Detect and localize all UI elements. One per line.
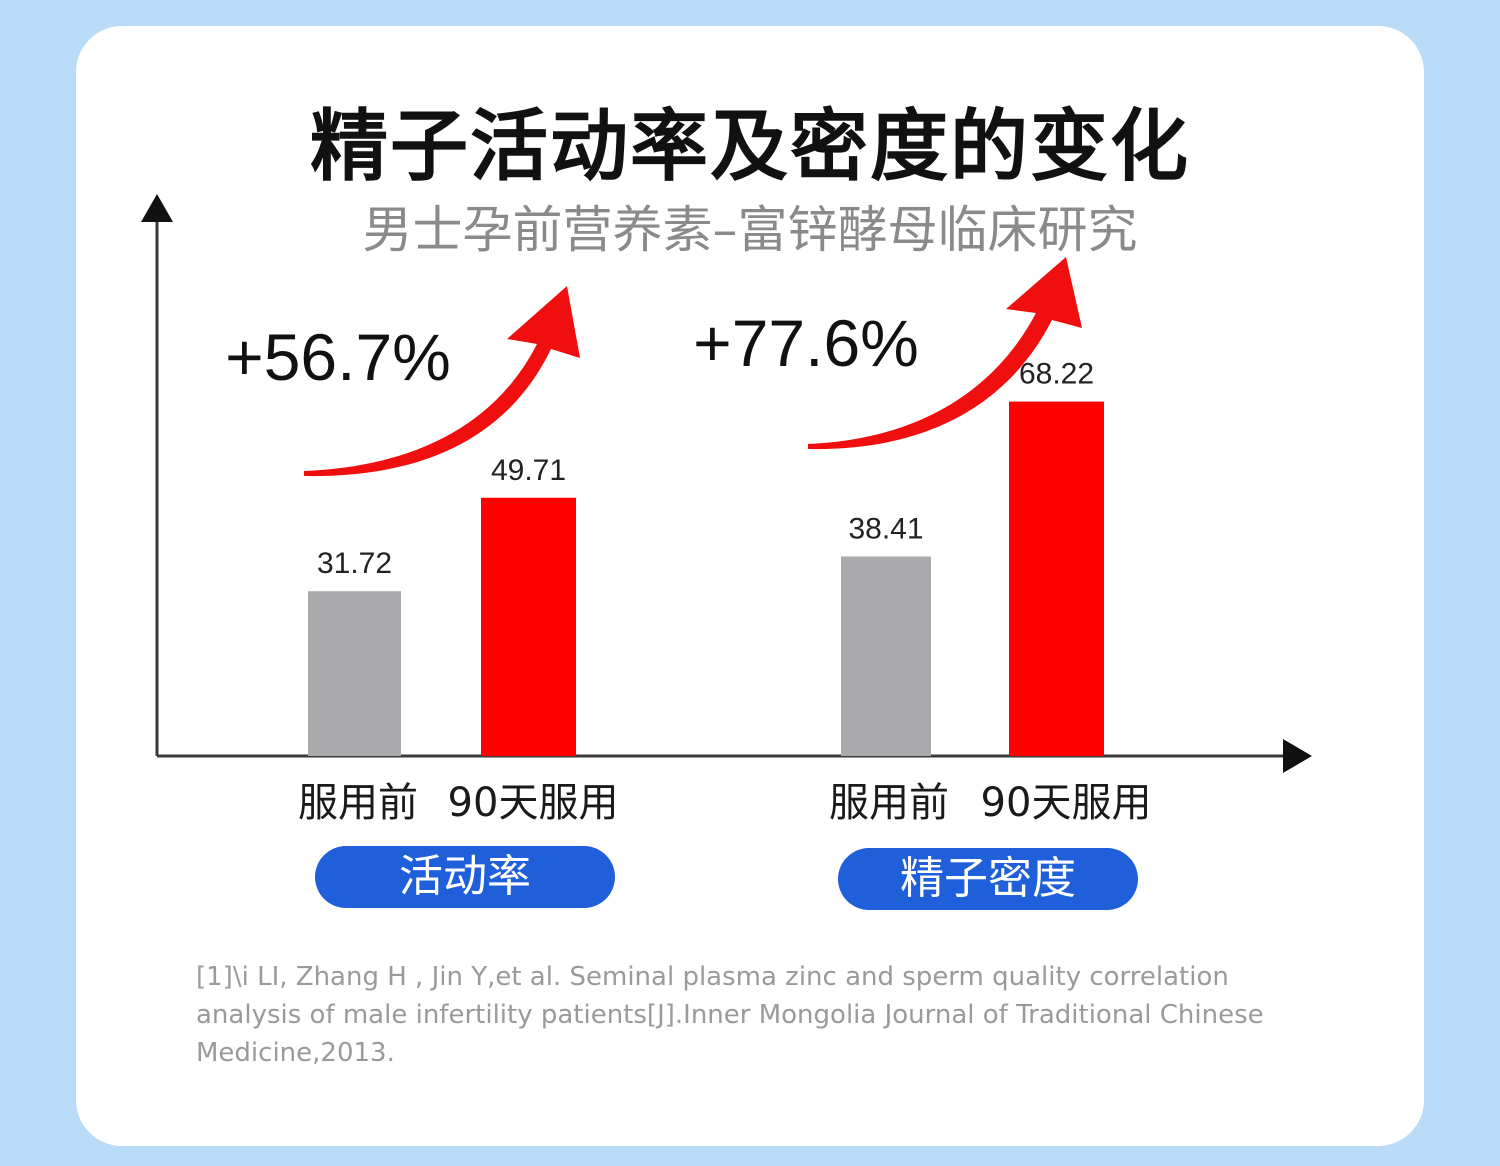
- y-axis-arrowhead: [141, 194, 173, 222]
- bar-2-1: [841, 556, 931, 756]
- growth-arrow-2: [808, 257, 1082, 450]
- bar-1-2: [481, 497, 576, 756]
- group-label-pill-density: 精子密度: [838, 848, 1138, 910]
- bar-value-label-1-1: 31.72: [317, 547, 392, 580]
- chart-labels: 31.72 服用前 49.71 90天服用 +56.7% 38.41 服用前 68.22 90天…: [225, 306, 1151, 826]
- change-label-2: +77.6%: [693, 306, 919, 380]
- page-subtitle: 男士孕前营养素–富锌酵母临床研究: [362, 201, 1138, 259]
- category-label-2-2: 90天服用: [981, 780, 1152, 826]
- group-label-pill-motility: 活动率: [315, 846, 615, 908]
- bar-1-1: [308, 591, 401, 756]
- chart-bars: [308, 401, 1104, 756]
- category-label-1-2: 90天服用: [448, 780, 619, 826]
- page-title: 精子活动率及密度的变化: [309, 102, 1190, 192]
- citation-text: [1]\i LI, Zhang H , Jin Y,et al. Seminal…: [196, 962, 1264, 1068]
- bar-value-label-2-2: 68.22: [1019, 358, 1094, 391]
- growth-arrow-1: [304, 286, 580, 477]
- bar-value-label-2-1: 38.41: [848, 512, 923, 545]
- x-axis-arrowhead: [1283, 739, 1312, 773]
- chart-card: [76, 26, 1424, 1146]
- category-label-2-1: 服用前: [829, 780, 949, 826]
- bar-2-2: [1009, 401, 1104, 756]
- change-label-1: +56.7%: [225, 320, 451, 394]
- category-label-1-1: 服用前: [298, 780, 418, 826]
- bar-value-label-1-2: 49.71: [491, 454, 566, 487]
- growth-arrows: [304, 257, 1082, 477]
